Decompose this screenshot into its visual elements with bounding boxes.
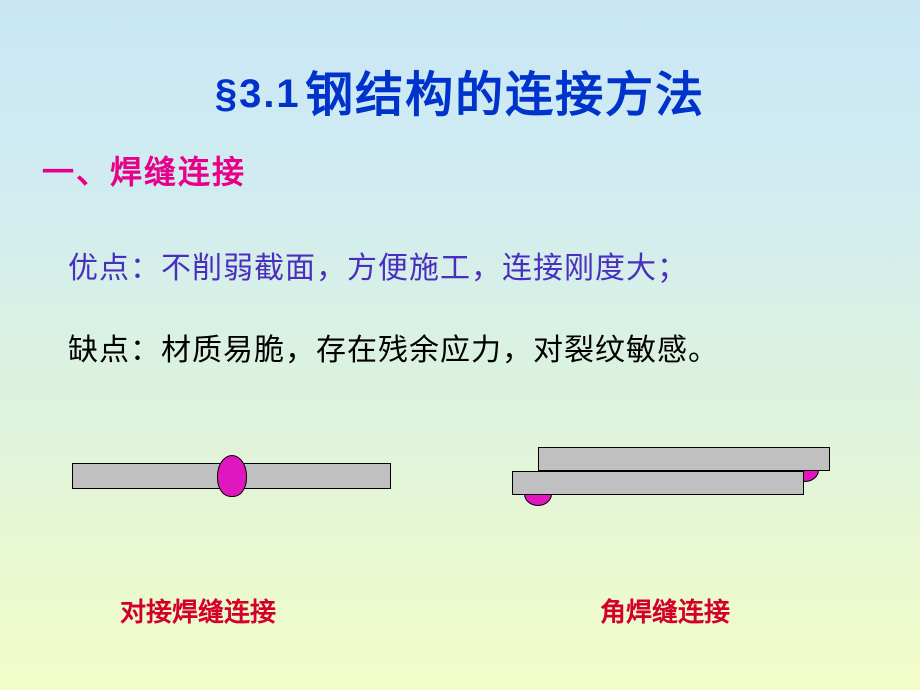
section-number: §3.1 [215,72,301,116]
butt-weld-label: 对接焊缝连接 [120,592,276,629]
butt-right-bar [238,463,391,489]
fillet-weld-label: 角焊缝连接 [600,592,730,629]
diagrams-area [0,445,920,585]
fillet-weld-diagram [512,447,832,507]
advantages-text: 优点：不削弱截面，方便施工，连接刚度大； [68,243,920,287]
disadvantages-text: 缺点：材质易脆，存在残余应力，对裂纹敏感。 [68,325,920,369]
butt-weld-diagram [72,463,392,513]
butt-weld-blob [217,455,247,497]
fillet-bottom-bar [512,471,804,495]
fillet-top-bar [538,447,830,471]
title-text: 钢结构的连接方法 [305,69,705,122]
page-title: §3.1 钢结构的连接方法 [0,0,920,125]
butt-left-bar [72,463,225,489]
section-subtitle: 一、焊缝连接 [42,147,920,193]
